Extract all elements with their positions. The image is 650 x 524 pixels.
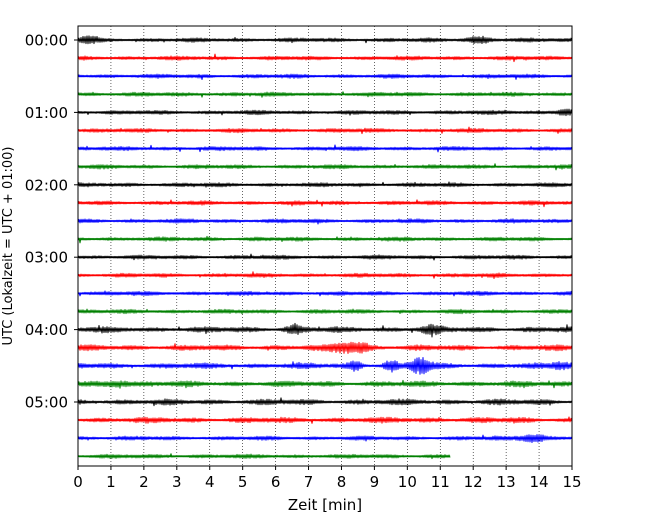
- seismogram-trace: [77, 453, 451, 460]
- x-tick-label: 2: [139, 473, 149, 491]
- x-tick-label: 7: [304, 473, 314, 491]
- x-tick-label: 6: [271, 473, 281, 491]
- grid-lines: [110, 26, 540, 466]
- x-tick-label: 14: [530, 473, 549, 491]
- y-axis-label: UTC (Lokalzeit = UTC + 01:00): [1, 147, 16, 346]
- x-tick-label: 3: [172, 473, 182, 491]
- x-tick-label: 1: [106, 473, 116, 491]
- traces: [77, 35, 573, 460]
- y-tick-label: 03:00: [25, 249, 68, 267]
- y-tick-label: 01:00: [25, 104, 68, 122]
- x-axis-label: Zeit [min]: [288, 496, 362, 514]
- plot-frame: [77, 25, 573, 467]
- y-tick-label: 04:00: [25, 321, 68, 339]
- x-tick-label: 4: [205, 473, 215, 491]
- x-tick-label: 9: [370, 473, 380, 491]
- x-tick-label: 11: [431, 473, 450, 491]
- y-tick-label: 02:00: [25, 176, 68, 194]
- x-tick-label: 5: [238, 473, 248, 491]
- y-tick-label: 05:00: [25, 394, 68, 412]
- y-tick-label: 00:00: [25, 32, 68, 50]
- x-tick-label: 15: [562, 473, 581, 491]
- x-tick-label: 10: [398, 473, 417, 491]
- x-tick-label: 13: [497, 473, 516, 491]
- x-axis-ticks: 0 1 2 3 4 5 6 7 8 9 10 11 12 13 14 15: [73, 466, 582, 491]
- x-tick-label: 12: [464, 473, 483, 491]
- x-tick-label: 0: [73, 473, 83, 491]
- y-axis-ticks: 00:00 01:00 02:00 03:00 04:00 05:00: [25, 32, 78, 412]
- x-tick-label: 8: [337, 473, 347, 491]
